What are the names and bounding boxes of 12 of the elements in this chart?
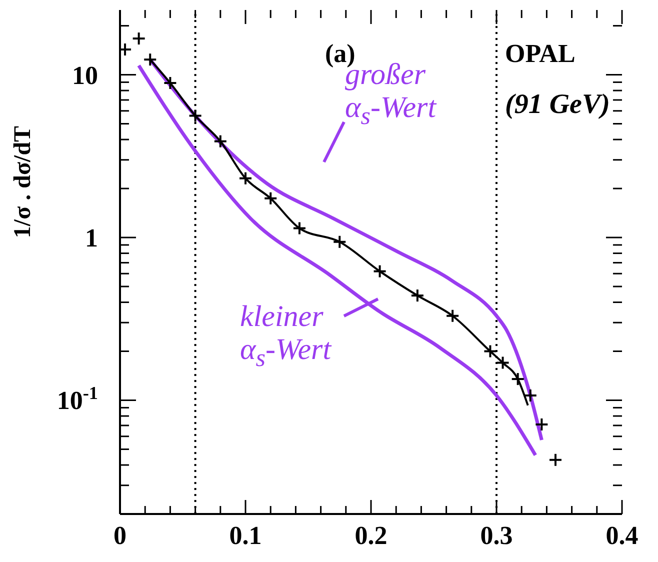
x-tick-label: 0 xyxy=(114,521,126,550)
x-tick-label: 0.2 xyxy=(354,521,388,550)
y-tick-label: 10 xyxy=(72,60,98,90)
x-tick-label: 0.3 xyxy=(480,521,513,550)
annotation: (91 GeV) xyxy=(505,89,610,121)
y-tick-label: 1 xyxy=(85,224,98,253)
annotation: OPAL xyxy=(505,39,576,69)
annotation: kleiner α$_{s}$-Wert xyxy=(240,300,333,372)
x-tick-label: 0.4 xyxy=(606,521,638,550)
y-axis-title: 1/σ . dσ/dT xyxy=(10,126,36,238)
y-tick-label: 10$^{-1}$ xyxy=(56,383,98,416)
x-tick-label: 0.1 xyxy=(229,521,262,550)
